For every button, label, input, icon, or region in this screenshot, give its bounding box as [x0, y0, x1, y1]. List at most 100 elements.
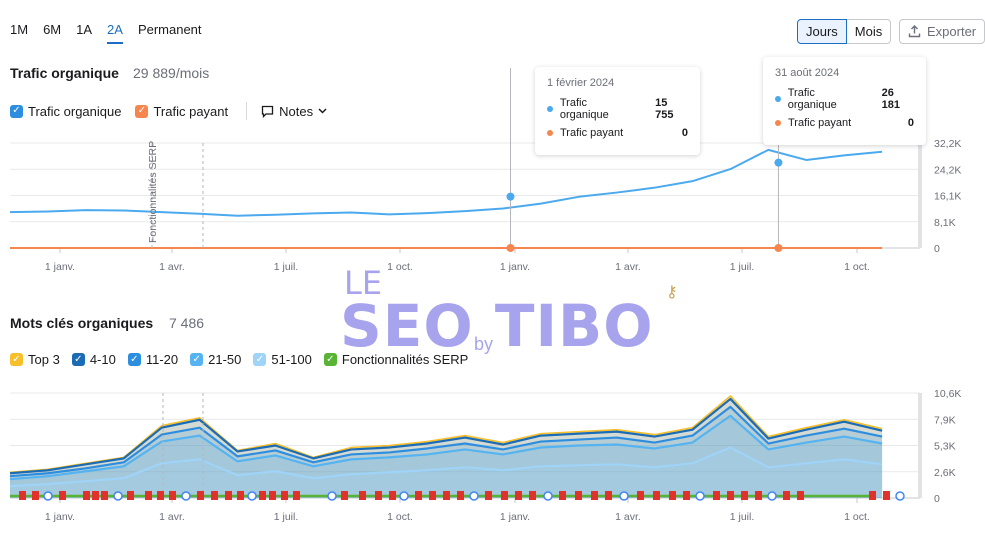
days-button[interactable]: Jours [797, 19, 847, 44]
check-icon: ✓ [253, 353, 267, 366]
serp-flag-marker [293, 491, 300, 500]
google-serp-marker [113, 491, 123, 501]
traffic-title: Trafic organique [10, 65, 119, 81]
serp-flag-marker [457, 491, 464, 500]
legend-11-20[interactable]: ✓ 11-20 [127, 352, 179, 367]
serp-flag-marker [59, 491, 66, 500]
keywords-legend: ✓ Top 3 ✓ 4-10 ✓ 11-20 ✓ 21-50 ✓ 51-100 ✓ Fonc… [10, 352, 468, 367]
serp-flag-marker [591, 491, 598, 500]
serp-flag-marker [389, 491, 396, 500]
series-line-top-3 [9, 395, 883, 474]
series-area-51-100 [10, 447, 883, 498]
legend-organic[interactable]: ✓ Trafic organique [10, 104, 121, 119]
serp-flag-marker [529, 491, 536, 500]
traffic-chart[interactable]: 32,2K 24,2K 16,1K 8,1K 0 1 janv. 1 avr. 1 juil.… [0, 68, 985, 283]
legend-paid[interactable]: ✓ Trafic payant [135, 104, 228, 119]
serp-flag-marker [653, 491, 660, 500]
x-tick-label: 1 juil. [730, 511, 755, 523]
watermark-main: SEO TIBO [340, 292, 654, 360]
x-tick-label: 1 janv. [500, 511, 530, 523]
range-tab-1m[interactable]: 1M [10, 22, 29, 37]
tooltip-row-organic: Trafic organique 26 181 [775, 87, 914, 111]
check-icon: ✓ [10, 104, 23, 118]
check-icon: ✓ [135, 104, 149, 118]
serp-flag-marker [713, 491, 720, 500]
check-icon: ✓ [190, 353, 204, 366]
watermark-by: by [474, 334, 494, 354]
legend-21-50-label: 21-50 [208, 352, 242, 367]
serp-flag-marker [415, 491, 422, 500]
legend-51-100[interactable]: ✓ 51-100 [253, 352, 312, 367]
x-tick-label: 1 avr. [159, 261, 185, 273]
serp-flag-marker [157, 491, 164, 500]
x-tick-label: 1 janv. [500, 261, 530, 273]
serp-flag-marker [145, 491, 152, 500]
serp-flag-marker [883, 491, 890, 500]
google-serp-marker [767, 491, 777, 501]
notes-dropdown[interactable]: Notes [246, 102, 327, 120]
legend-11-20-label: 11-20 [145, 352, 179, 367]
range-edge [918, 143, 922, 248]
legend-21-50[interactable]: ✓ 21-50 [190, 352, 241, 367]
series-line-4-10 [9, 397, 883, 475]
tooltip-paid-value: 0 [907, 117, 914, 129]
x-tick-label: 1 oct. [387, 261, 413, 273]
y-tick-label: 10,6K [934, 388, 961, 400]
paid-dot-icon [775, 120, 781, 126]
x-tick-label: 1 oct. [844, 261, 870, 273]
y-tick-label: 0 [934, 243, 940, 255]
legend-top3[interactable]: ✓ Top 3 [10, 352, 60, 367]
organic-traffic-line [9, 148, 883, 217]
range-edge [918, 393, 922, 498]
serp-flag-marker [127, 491, 134, 500]
serp-flag-marker [269, 491, 276, 500]
tooltip-row-organic: Trafic organique 15 755 [547, 97, 688, 121]
months-button[interactable]: Mois [846, 19, 892, 44]
y-tick-label: 2,6K [934, 467, 956, 479]
serp-flag-marker [683, 491, 690, 500]
legend-serp[interactable]: ✓ Fonctionnalités SERP [323, 352, 468, 367]
export-button[interactable]: Exporter [899, 19, 985, 44]
serp-flag-marker [605, 491, 612, 500]
serp-flag-marker [281, 491, 288, 500]
tooltip-organic-value: 15 755 [655, 97, 674, 121]
serp-flag-marker [755, 491, 762, 500]
x-tick-label: 1 avr. [615, 511, 641, 523]
tooltip-paid-label: Trafic payant [788, 117, 852, 129]
check-icon: ✓ [127, 353, 141, 366]
serp-flag-marker [211, 491, 218, 500]
y-tick-label: 24,2K [934, 164, 961, 176]
y-tick-label: 32,2K [934, 138, 961, 150]
serp-flag-marker [19, 491, 26, 500]
legend-4-10[interactable]: ✓ 4-10 [71, 352, 116, 367]
tooltip-organic-value: 26 181 [881, 87, 900, 111]
x-tick-label: 1 juil. [730, 261, 755, 273]
serp-flag-marker [259, 491, 266, 500]
serp-flag-marker [197, 491, 204, 500]
range-tab-2a[interactable]: 2A [107, 22, 123, 44]
range-tab-permanent[interactable]: Permanent [137, 22, 202, 37]
x-tick-label: 1 oct. [844, 511, 870, 523]
y-tick-label: 0 [934, 493, 940, 505]
traffic-legend: ✓ Trafic organique ✓ Trafic payant Notes [10, 102, 327, 120]
x-tick-label: 1 janv. [45, 261, 75, 273]
google-serp-marker [181, 491, 191, 501]
google-serp-marker [469, 491, 479, 501]
tooltip-date: 1 février 2024 [547, 77, 615, 89]
organic-dot-icon [775, 96, 781, 102]
x-tick-label: 1 juil. [274, 511, 299, 523]
range-tab-1a[interactable]: 1A [76, 22, 93, 37]
keywords-chart[interactable]: 10,6K 7,9K 5,3K 2,6K 0 1 janv. 1 avr. 1 juil. 1 … [0, 383, 985, 528]
serp-flag-marker [92, 491, 99, 500]
check-icon: ✓ [323, 353, 337, 366]
range-tab-6m[interactable]: 6M [43, 22, 62, 37]
serp-flag-marker [443, 491, 450, 500]
tooltip-date: 31 août 2024 [775, 67, 840, 79]
export-label: Exporter [927, 24, 977, 39]
check-icon: ✓ [71, 353, 85, 366]
date-range-tabs: 1M 6M 1A 2A Permanent [10, 22, 202, 44]
series-area-21-50 [10, 415, 883, 498]
traffic-summary: 29 889/mois [133, 65, 210, 81]
google-serp-marker [247, 491, 257, 501]
serp-flag-marker [341, 491, 348, 500]
